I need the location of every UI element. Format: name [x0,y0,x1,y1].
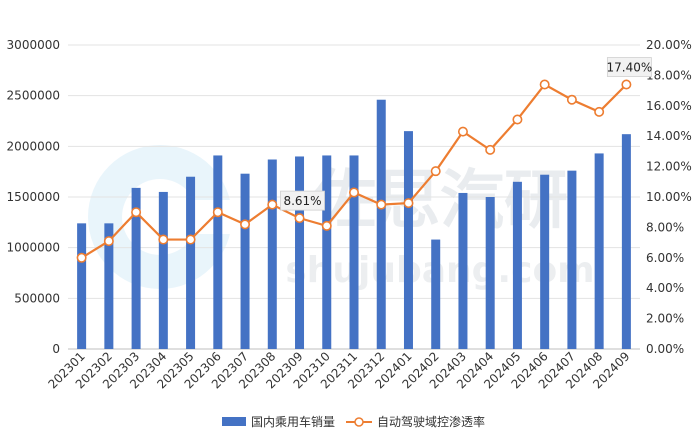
y-right-tick-label: 10.00% [646,190,692,204]
bar [77,223,87,349]
line-point [430,166,441,177]
y-left-tick-label: 2000000 [7,139,60,153]
y-axis-left: 0 500000 1000000 1500000 2000000 2500000 30000… [7,38,60,356]
line-point [76,252,87,263]
bar [295,156,305,349]
y-left-tick-label: 1500000 [7,190,60,204]
bar [322,155,332,349]
bar [104,223,114,349]
legend-bar-swatch [222,417,246,426]
y-right-tick-label: 8.00% [646,220,684,234]
bar [376,99,386,349]
y-left-tick-label: 3000000 [7,38,60,52]
line-point [457,126,468,137]
line-point [485,144,496,155]
bar [131,187,141,349]
x-axis: 2023012023022023032023042023052023062023… [45,349,632,391]
line-point [103,236,114,247]
bar [567,170,577,349]
bar [540,174,550,349]
callout-label: 8.61% [283,194,321,208]
y-right-tick-label: 14.00% [646,129,692,143]
bar [621,134,631,349]
bar [158,191,168,349]
line-point [376,199,387,210]
bar [403,131,413,349]
line-point [539,79,550,90]
legend: 国内乘用车销量 自动驾驶域控渗透率 [222,414,485,429]
line-point [566,94,577,105]
line-point [403,198,414,209]
y-axis-right: 0.00% 2.00% 4.00% 6.00% 8.00% 10.00% 12.00% 14.… [646,38,692,356]
bar [213,155,223,349]
line-point [267,199,278,210]
y-left-tick-label: 500000 [14,291,60,305]
line-point [594,106,605,117]
line-point [321,220,332,231]
line-point [185,234,196,245]
line-point [131,207,142,218]
y-left-tick-label: 1000000 [7,241,60,255]
line-point [240,219,251,230]
bar [240,173,250,349]
bar [458,192,468,349]
annotations: 8.61% 17.40% [280,57,652,211]
bar [594,153,604,349]
y-right-tick-label: 20.00% [646,38,692,52]
line-point [158,234,169,245]
legend-line-label: 自动驾驶域控渗透率 [377,414,485,429]
line-point [512,114,523,125]
y-right-tick-label: 6.00% [646,251,684,265]
legend-line-marker [354,417,364,427]
callout-box [280,190,325,211]
line-point [212,207,223,218]
y-right-tick-label: 4.00% [646,281,684,295]
y-left-tick-label: 0 [52,342,60,356]
bar [485,197,495,349]
y-right-tick-label: 2.00% [646,312,684,326]
y-right-tick-label: 12.00% [646,160,692,174]
bar [431,239,441,349]
bar [267,159,277,349]
bar [186,176,196,349]
bar-series [77,99,631,349]
y-right-tick-label: 0.00% [646,342,684,356]
line-point [621,79,632,90]
y-left-tick-label: 2500000 [7,89,60,103]
y-right-tick-label: 18.00% [646,68,692,82]
legend-bar-label: 国内乘用车销量 [251,414,335,429]
callout-box [606,57,652,77]
bar [512,181,522,349]
line-point [348,187,359,198]
line-point [294,213,305,224]
callout-label: 17.40% [606,61,652,75]
line-series [76,79,632,263]
bar [349,155,359,349]
y-right-tick-label: 16.00% [646,99,692,113]
